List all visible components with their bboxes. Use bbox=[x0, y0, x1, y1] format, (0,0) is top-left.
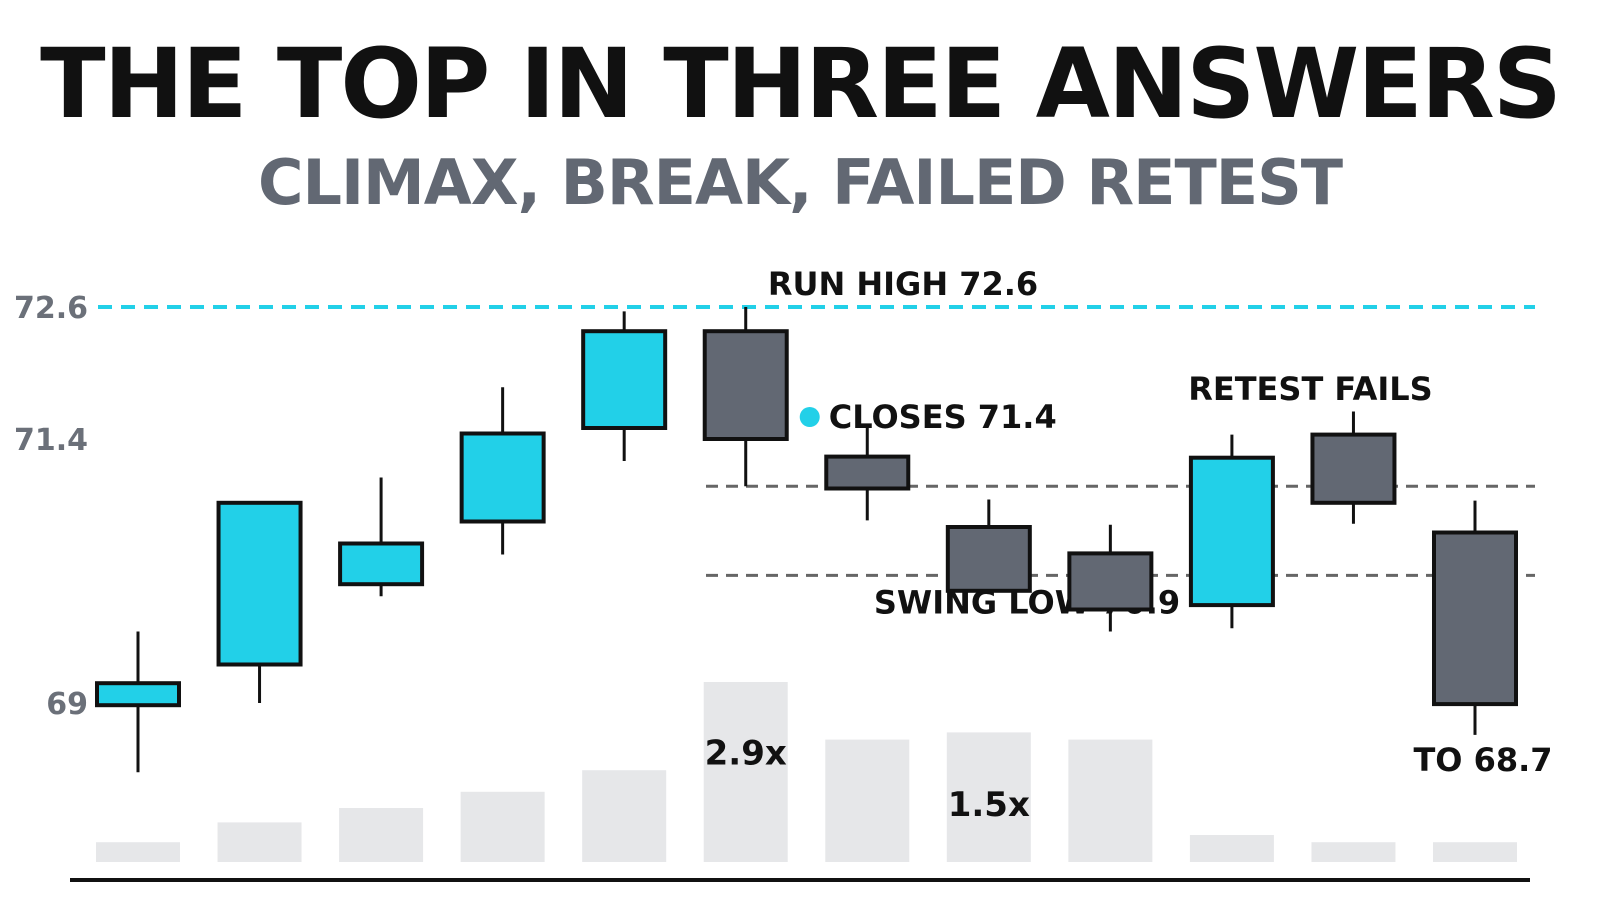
closes-marker-dot bbox=[799, 407, 820, 427]
candle-body bbox=[824, 454, 911, 491]
candle-11 bbox=[1310, 411, 1397, 524]
candle-7 bbox=[824, 428, 911, 521]
volume-bar-12 bbox=[1433, 842, 1517, 862]
y-axis-ticks: 69 71.4 72.6 bbox=[14, 291, 88, 722]
target-label: TO 68.7 bbox=[1413, 741, 1552, 779]
retest-label: RETEST FAILS bbox=[1188, 370, 1433, 408]
candle-12 bbox=[1432, 500, 1518, 735]
candle-body bbox=[216, 500, 303, 667]
candle-4 bbox=[459, 387, 546, 555]
volume-bar-5 bbox=[582, 770, 667, 862]
candle-1 bbox=[95, 631, 181, 773]
volume-multiple-label: 2.9x bbox=[705, 734, 787, 774]
volume-bar-6 bbox=[703, 682, 788, 862]
candle-body bbox=[1067, 551, 1154, 612]
candles bbox=[95, 307, 1518, 773]
candle-body bbox=[95, 681, 181, 708]
volume-bar-7 bbox=[825, 739, 910, 862]
run-high-label: RUN HIGH 72.6 bbox=[768, 265, 1038, 303]
candle-body bbox=[702, 329, 789, 442]
candle-body bbox=[945, 525, 1032, 593]
volume-bar-4 bbox=[460, 791, 545, 862]
closes-label: CLOSES 71.4 bbox=[829, 398, 1057, 436]
candle-8 bbox=[945, 499, 1032, 595]
chart-subtitle: CLIMAX, BREAK, FAILED RETEST bbox=[257, 146, 1343, 219]
volume-bar-9 bbox=[1068, 739, 1153, 862]
volume-bar-11 bbox=[1311, 842, 1396, 862]
candle-body bbox=[1310, 432, 1397, 505]
candle-9 bbox=[1067, 524, 1154, 632]
candle-5 bbox=[581, 311, 668, 461]
volume-bar-2 bbox=[217, 822, 302, 862]
annotations: CLOSES 71.4 RETEST FAILS TO 68.7 bbox=[799, 370, 1553, 779]
y-tick-label: 71.4 bbox=[14, 423, 88, 458]
chart-title: THE TOP IN THREE ANSWERS bbox=[40, 28, 1562, 140]
y-tick-label: 72.6 bbox=[14, 291, 88, 326]
candle-10 bbox=[1188, 434, 1275, 629]
candle-body bbox=[338, 541, 425, 587]
candle-body bbox=[459, 431, 546, 524]
candle-body bbox=[1188, 455, 1275, 608]
volume-bar-8 bbox=[946, 732, 1031, 862]
volume-bar-3 bbox=[339, 808, 424, 862]
y-tick-label: 69 bbox=[46, 687, 88, 722]
volume-bar-10 bbox=[1189, 835, 1274, 862]
volume-multiple-label: 1.5x bbox=[948, 785, 1030, 825]
candle-body bbox=[581, 329, 668, 431]
candle-body bbox=[1432, 530, 1518, 707]
candle-2 bbox=[216, 500, 303, 703]
volume-bars: 2.9x 1.5x bbox=[96, 682, 1517, 862]
candle-3 bbox=[338, 477, 425, 597]
candle-6 bbox=[702, 307, 789, 487]
volume-bar-1 bbox=[96, 842, 180, 862]
